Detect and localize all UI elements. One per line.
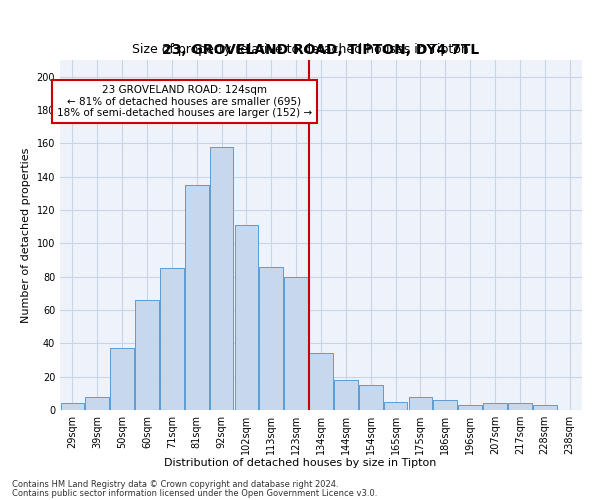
Y-axis label: Number of detached properties: Number of detached properties: [21, 148, 31, 322]
Title: 23, GROVELAND ROAD, TIPTON, DY4 7TL: 23, GROVELAND ROAD, TIPTON, DY4 7TL: [163, 44, 479, 58]
Text: Contains HM Land Registry data © Crown copyright and database right 2024.: Contains HM Land Registry data © Crown c…: [12, 480, 338, 489]
Bar: [309, 354, 333, 410]
Bar: [61, 404, 84, 410]
Bar: [483, 404, 507, 410]
Bar: [235, 225, 258, 410]
Bar: [334, 380, 358, 410]
Bar: [359, 385, 383, 410]
Bar: [160, 268, 184, 410]
Text: Size of property relative to detached houses in Tipton: Size of property relative to detached ho…: [131, 42, 469, 56]
Bar: [210, 146, 233, 410]
Bar: [259, 266, 283, 410]
Bar: [533, 405, 557, 410]
Bar: [384, 402, 407, 410]
Bar: [409, 396, 432, 410]
Bar: [508, 404, 532, 410]
Bar: [110, 348, 134, 410]
Text: 23 GROVELAND ROAD: 124sqm
← 81% of detached houses are smaller (695)
18% of semi: 23 GROVELAND ROAD: 124sqm ← 81% of detac…: [57, 85, 312, 118]
Bar: [185, 185, 209, 410]
Text: Distribution of detached houses by size in Tipton: Distribution of detached houses by size …: [164, 458, 436, 468]
Bar: [284, 276, 308, 410]
Bar: [433, 400, 457, 410]
Text: Contains public sector information licensed under the Open Government Licence v3: Contains public sector information licen…: [12, 489, 377, 498]
Bar: [135, 300, 159, 410]
Bar: [85, 396, 109, 410]
Bar: [458, 405, 482, 410]
